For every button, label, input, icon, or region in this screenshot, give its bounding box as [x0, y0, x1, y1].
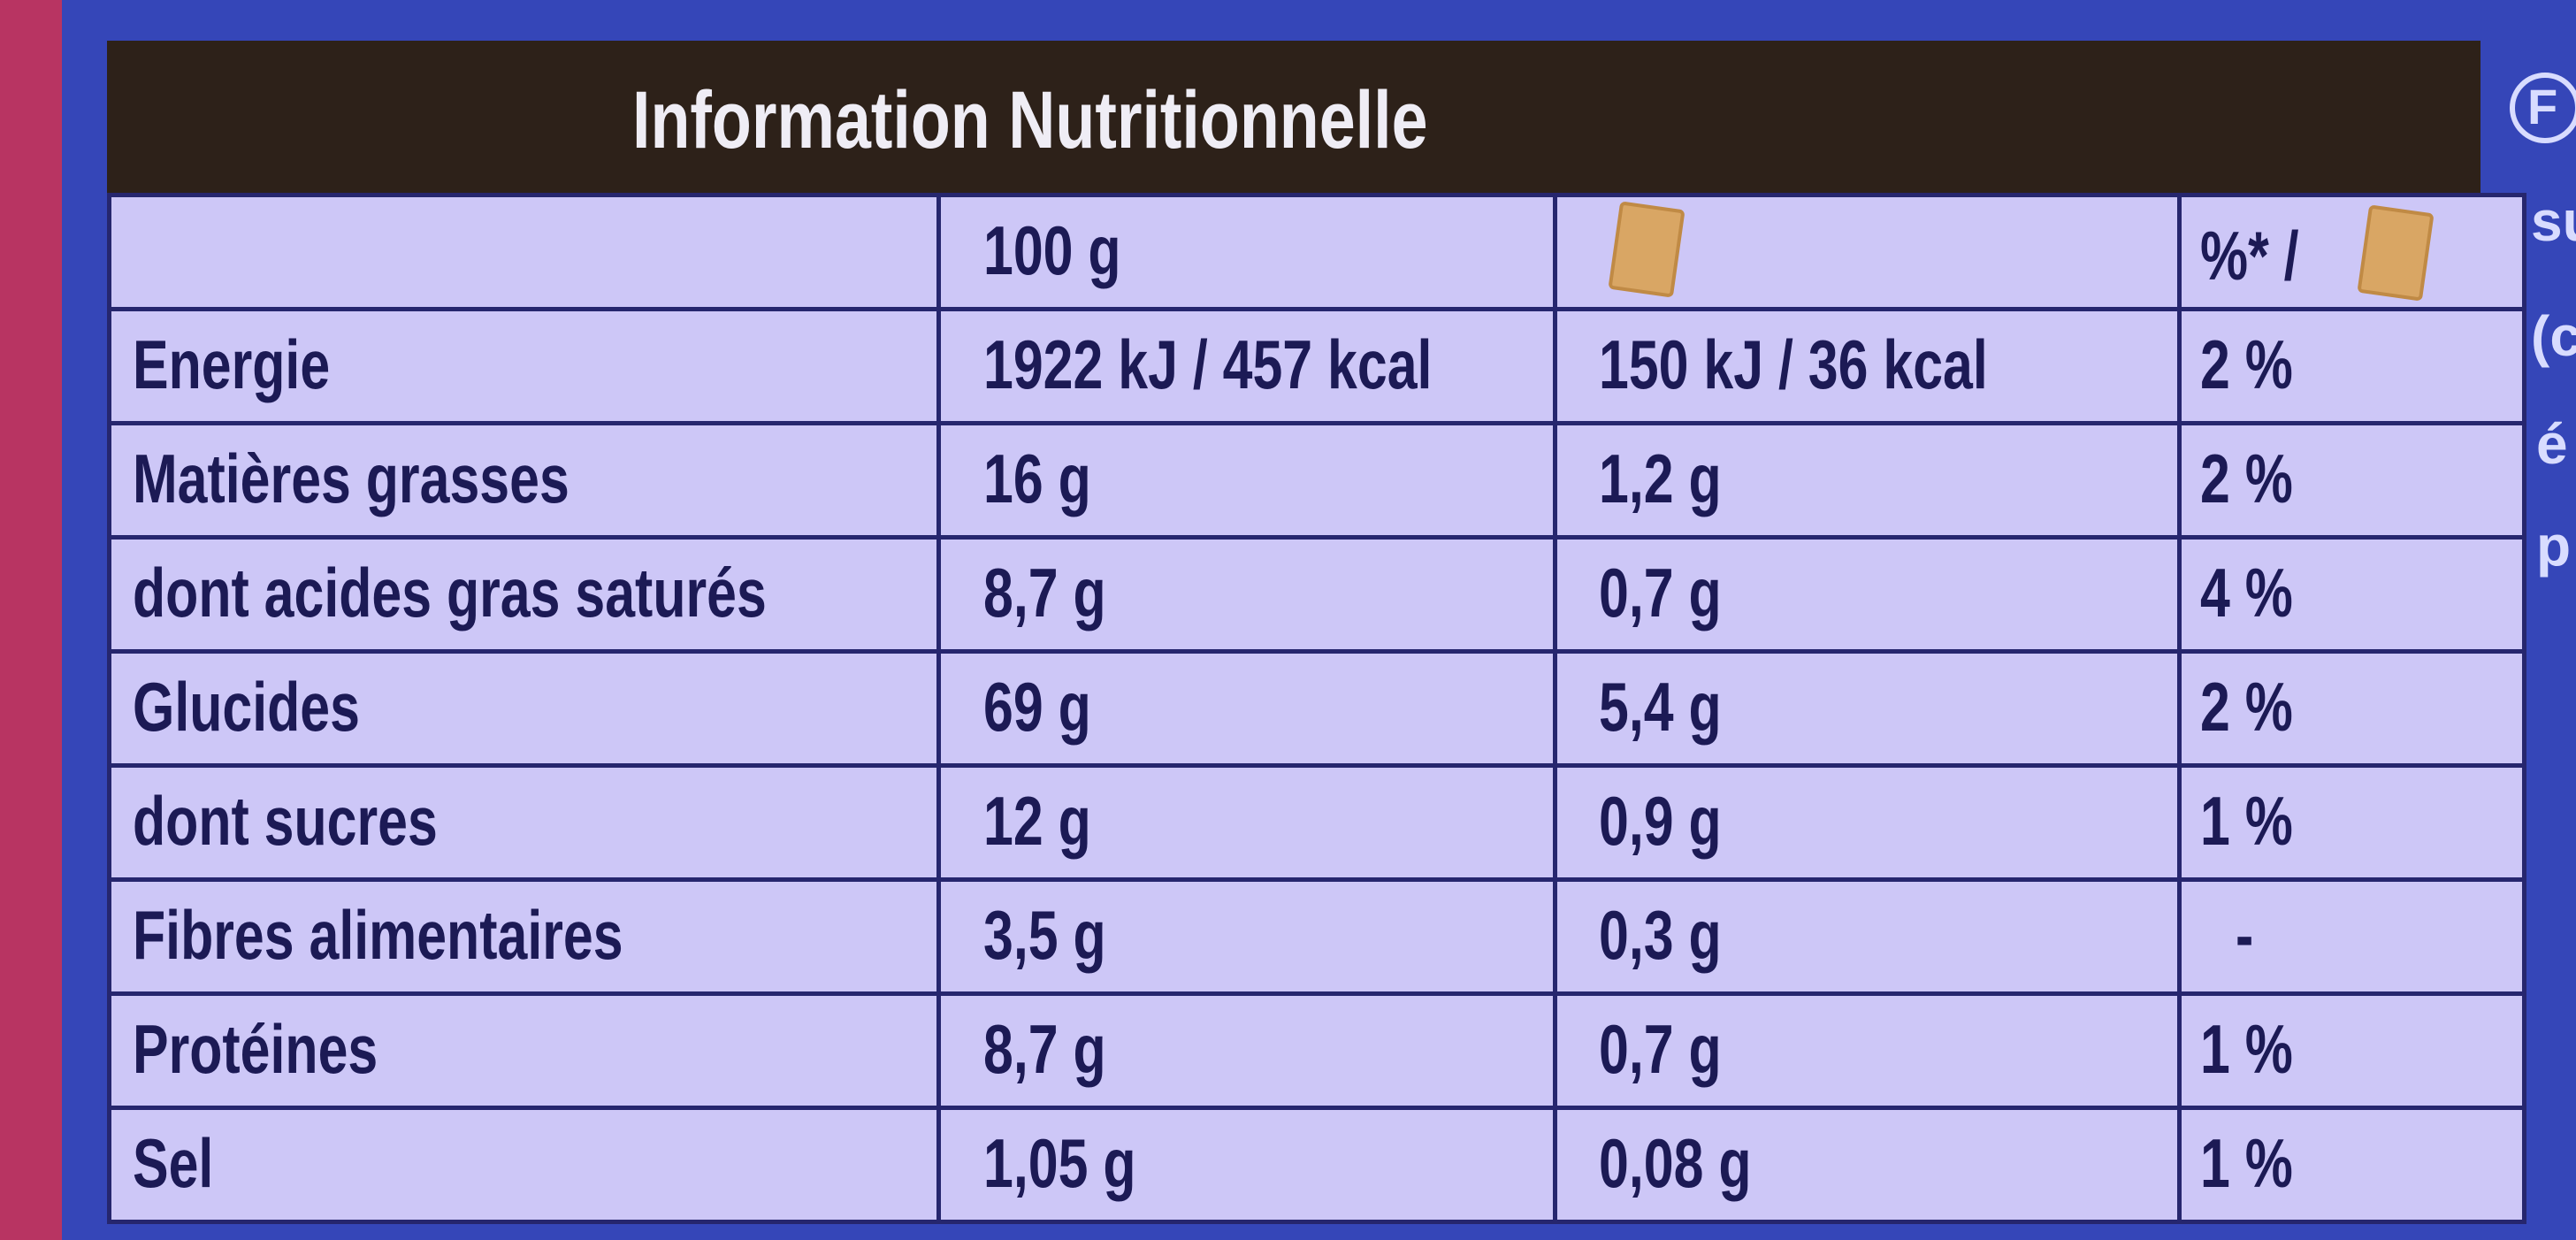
column-header: %* /	[2200, 216, 2299, 295]
nutrient-value: 1922 kJ / 457 kcal	[983, 325, 1433, 403]
nutrient-value: -	[2236, 895, 2254, 974]
margin-text: su	[2531, 189, 2576, 253]
nutrient-value: 5,4 g	[1599, 667, 1722, 746]
table-cell	[936, 193, 1557, 311]
nutrient-name: Glucides	[133, 667, 360, 746]
nutrient-value: 150 kJ / 36 kcal	[1599, 325, 1988, 403]
title: Information Nutritionnelle	[632, 75, 1428, 165]
table-cell	[1553, 877, 2182, 996]
biscuit-icon	[2357, 204, 2435, 302]
nutrient-name: Matières grasses	[133, 439, 569, 517]
table-cell	[107, 1106, 941, 1224]
margin-text: p	[2536, 514, 2572, 578]
nutrient-value: 2 %	[2200, 325, 2293, 403]
nutrient-value: 0,7 g	[1599, 553, 1722, 631]
logo-letter: F	[2527, 79, 2558, 134]
table-cell	[2177, 1106, 2526, 1224]
nutrient-value: 0,9 g	[1599, 781, 1722, 860]
nutrient-value: 0,7 g	[1599, 1009, 1722, 1088]
nutrient-value: 1 %	[2200, 1009, 2293, 1088]
nutrient-value: 8,7 g	[983, 1009, 1106, 1088]
table-cell	[107, 193, 941, 311]
nutrient-name: Protéines	[133, 1009, 378, 1088]
nutrient-value: 2 %	[2200, 667, 2293, 746]
table-cell	[107, 535, 941, 654]
table-cell	[2177, 193, 2526, 311]
table-cell	[2177, 307, 2526, 425]
nutrient-value: 0,3 g	[1599, 895, 1722, 974]
margin-text: é	[2536, 412, 2568, 476]
table-cell	[2177, 877, 2526, 996]
table-cell	[2177, 649, 2526, 768]
table-cell	[107, 421, 941, 540]
table-cell	[107, 877, 941, 996]
nutrient-value: 1,05 g	[983, 1123, 1136, 1202]
nutrient-value: 16 g	[983, 439, 1091, 517]
table-cell	[107, 991, 941, 1110]
nutrient-name: Fibres alimentaires	[133, 895, 623, 974]
red-edge	[0, 0, 62, 1240]
nutrient-value: 0,08 g	[1599, 1123, 1752, 1202]
nutrient-value: 12 g	[983, 781, 1091, 860]
margin-text: (c	[2531, 304, 2576, 368]
table-cell	[1553, 307, 2182, 425]
nutrient-value: 3,5 g	[983, 895, 1106, 974]
nutrient-name: Energie	[133, 325, 331, 403]
table-cell	[936, 991, 1557, 1110]
nutrient-value: 1,2 g	[1599, 439, 1722, 517]
nutrient-name: Sel	[133, 1123, 214, 1202]
nutrient-name: dont acides gras saturés	[133, 553, 767, 631]
nutrient-name: dont sucres	[133, 781, 438, 860]
table-cell	[2177, 763, 2526, 882]
nutrient-value: 1 %	[2200, 1123, 2293, 1202]
biscuit-icon	[1608, 201, 1685, 298]
nutrient-value: 4 %	[2200, 553, 2293, 631]
nutrient-value: 69 g	[983, 667, 1091, 746]
nutrient-value: 1 %	[2200, 781, 2293, 860]
nutrient-value: 2 %	[2200, 439, 2293, 517]
column-header: 100 g	[983, 210, 1121, 289]
nutrient-value: 8,7 g	[983, 553, 1106, 631]
title-band	[107, 41, 2480, 193]
table-cell	[936, 649, 1557, 768]
